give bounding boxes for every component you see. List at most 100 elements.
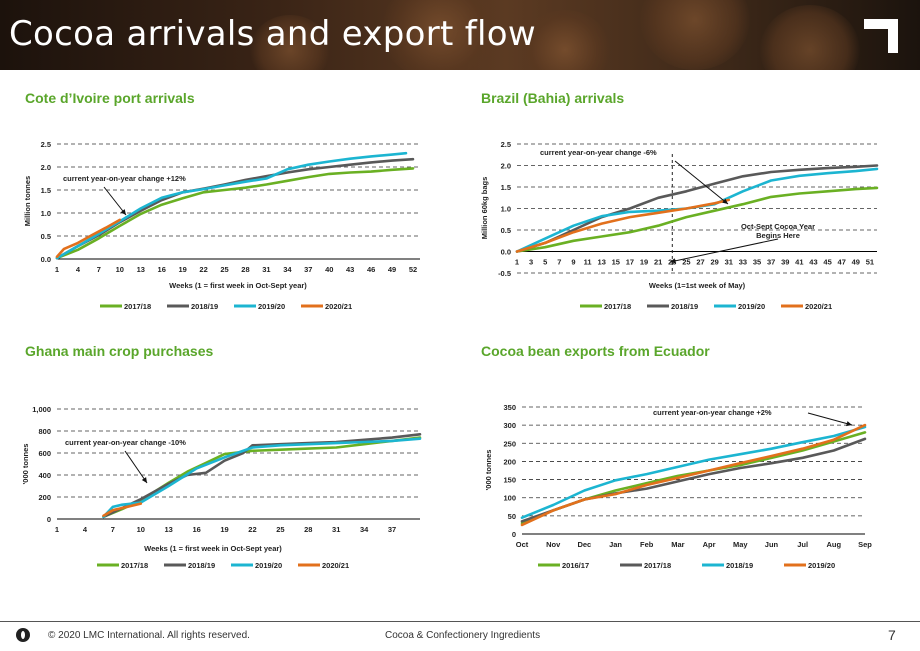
x-tick-label: 13 [165, 525, 173, 534]
annotation-arrow [669, 238, 779, 263]
x-tick-label: 47 [838, 258, 846, 267]
legend-label: 2018/19 [671, 302, 698, 311]
y-tick-label: 200 [503, 457, 516, 466]
x-tick-label: 9 [571, 258, 575, 267]
x-tick-label: 15 [612, 258, 620, 267]
x-tick-label: 49 [388, 265, 396, 274]
annotation-text: current year-on-year change +2% [653, 408, 772, 417]
x-tick-label: 41 [795, 258, 803, 267]
x-tick-label: 31 [725, 258, 733, 267]
footer-section-title: Cocoa & Confectionery Ingredients [385, 630, 541, 641]
x-axis-label: Weeks (1=1st week of May) [649, 281, 746, 290]
y-tick-label: -0.5 [498, 269, 511, 278]
x-tick-label: Mar [671, 540, 684, 549]
y-tick-label: 0.5 [41, 232, 51, 241]
x-tick-label: 4 [83, 525, 88, 534]
series-line-2018-19 [515, 164, 879, 253]
x-tick-label: 52 [409, 265, 417, 274]
x-tick-label: 25 [220, 265, 228, 274]
x-tick-label: 11 [584, 258, 592, 267]
x-tick-label: 25 [276, 525, 284, 534]
series-line-2017-18 [515, 186, 879, 253]
y-tick-label: 600 [38, 449, 51, 458]
series-line-2020-21 [515, 198, 731, 253]
series-line-2019-20 [102, 437, 422, 519]
y-tick-label: 800 [38, 427, 51, 436]
y-tick-label: 2.5 [41, 140, 51, 149]
cocoa-bean-icon [16, 628, 30, 642]
series-line-2020-21 [102, 502, 143, 517]
y-tick-label: 200 [38, 493, 51, 502]
x-tick-label: 29 [710, 258, 718, 267]
series-line-2017-18 [102, 436, 422, 519]
annotation-arrow [674, 160, 729, 205]
panel-title-brazil: Brazil (Bahia) arrivals [481, 90, 625, 106]
legend-label: 2019/20 [808, 561, 835, 570]
y-tick-label: 2.0 [41, 163, 51, 172]
legend-label: 2019/20 [255, 561, 282, 570]
x-tick-label: May [733, 540, 748, 549]
panel-title-cote-divoire: Cote d’Ivoire port arrivals [25, 90, 195, 106]
x-tick-label: 13 [137, 265, 145, 274]
x-tick-label: 19 [220, 525, 228, 534]
x-tick-label: 3 [529, 258, 533, 267]
legend-label: 2017/18 [121, 561, 148, 570]
legend-label: 2017/18 [604, 302, 631, 311]
x-tick-label: 51 [866, 258, 874, 267]
annotation-text: current year-on-year change -10% [65, 438, 186, 447]
x-tick-label: 46 [367, 265, 375, 274]
x-tick-label: 49 [852, 258, 860, 267]
annotation-arrow [807, 412, 853, 426]
y-tick-label: 400 [38, 471, 51, 480]
x-axis-label: Weeks (1 = first week in Oct-Sept year) [144, 544, 282, 553]
y-tick-label: 0.0 [41, 255, 51, 264]
y-axis-label: '000 tonnes [21, 444, 30, 485]
annotation-arrowhead [722, 198, 728, 204]
annotation-arrowhead [120, 209, 126, 215]
y-axis-label: '000 tonnes [484, 450, 493, 491]
annotation-arrow [124, 450, 148, 484]
chart-brazil: -0.50.00.51.01.52.02.51 3 5 7 9 11 13 15 17 19 21 2… [480, 140, 879, 311]
x-tick-label: 5 [543, 258, 547, 267]
x-tick-label: 22 [199, 265, 207, 274]
page-number: 7 [888, 627, 896, 643]
x-tick-label: 27 [696, 258, 704, 267]
series-line-2019-20 [520, 423, 867, 527]
y-tick-label: 1.0 [41, 209, 51, 218]
x-tick-label: 10 [116, 265, 124, 274]
x-tick-label: 7 [111, 525, 115, 534]
y-tick-label: 100 [503, 494, 516, 503]
annotation-arrowhead [846, 421, 852, 427]
x-tick-label: 28 [241, 265, 249, 274]
x-tick-label: Dec [577, 540, 591, 549]
x-tick-label: Nov [546, 540, 561, 549]
x-tick-label: 17 [626, 258, 634, 267]
legend-label: 2018/19 [726, 561, 753, 570]
x-tick-label: 7 [557, 258, 561, 267]
legend-label: 2020/21 [325, 302, 352, 311]
x-tick-label: 28 [304, 525, 312, 534]
x-tick-label: 21 [654, 258, 662, 267]
x-tick-label: 19 [640, 258, 648, 267]
y-tick-label: 1,000 [32, 405, 51, 414]
x-tick-label: Apr [703, 540, 716, 549]
x-tick-label: 40 [325, 265, 333, 274]
header-banner: Cocoa arrivals and export flow [0, 0, 920, 70]
series-line-2017-18 [55, 167, 415, 260]
x-tick-label: 34 [283, 265, 292, 274]
series-line-2020-21 [55, 218, 122, 258]
y-tick-label: 0.5 [501, 226, 511, 235]
x-tick-label: 25 [682, 258, 690, 267]
annotation-text: current year-on-year change +12% [63, 174, 186, 183]
x-tick-label: 7 [97, 265, 101, 274]
footer-divider [0, 621, 920, 622]
chart-cote-divoire: 0.0 0.5 1.0 1.5 2.0 2.5 1 4 7 10 13 16 19 22 25 28 31 34 3… [23, 140, 420, 311]
x-tick-label: 43 [346, 265, 354, 274]
series-line-2019-20 [515, 167, 879, 253]
y-tick-label: 0 [47, 515, 51, 524]
y-tick-label: 250 [503, 439, 516, 448]
y-tick-label: 2.0 [501, 162, 511, 171]
lmc-logo-icon [864, 19, 898, 53]
x-tick-label: 16 [158, 265, 166, 274]
x-tick-label: 16 [192, 525, 200, 534]
